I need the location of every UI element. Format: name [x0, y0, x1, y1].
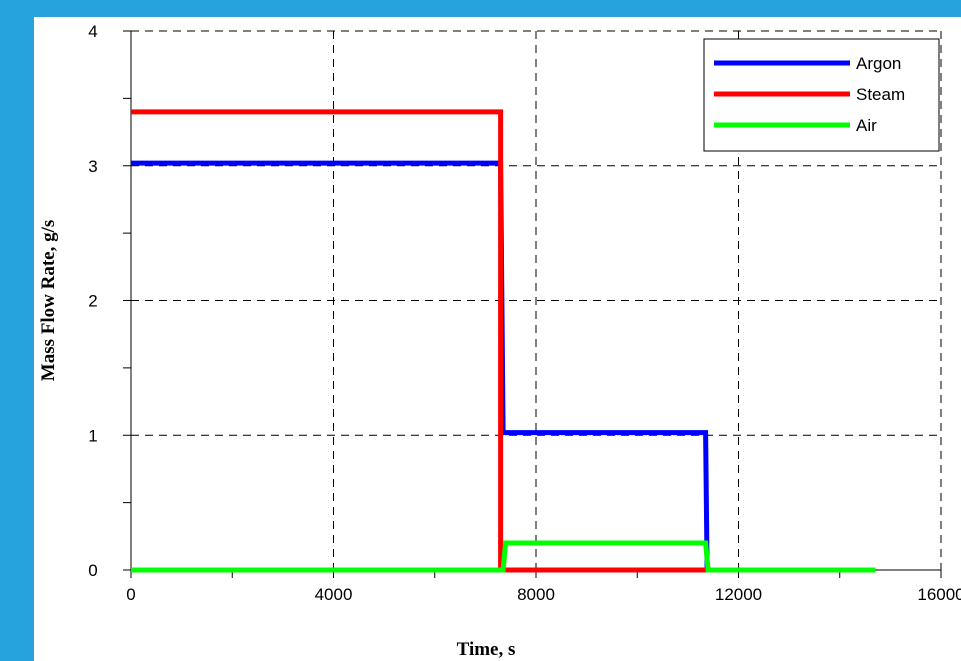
x-axis-title: Time, s [457, 639, 516, 660]
y-tick-label: 1 [88, 426, 97, 445]
y-axis-title: Mass Flow Rate, g/s [38, 220, 59, 381]
x-tick-label: 16000 [917, 585, 961, 604]
chart-panel: 0 4000 8000 12000 16000 0 1 2 3 4 Argon Steam Air T… [34, 17, 961, 661]
axis-layer: 0 4000 8000 12000 16000 0 1 2 3 4 [88, 22, 961, 604]
legend-label-argon: Argon [856, 54, 901, 73]
legend: Argon Steam Air [703, 38, 940, 152]
legend-label-air: Air [856, 116, 877, 135]
series-line-air [131, 540, 876, 573]
x-tick-label: 8000 [517, 585, 555, 604]
x-tick-label: 4000 [315, 585, 353, 604]
y-tick-label: 0 [88, 561, 97, 580]
y-tick-label: 3 [88, 157, 97, 176]
y-tick-label: 2 [88, 292, 97, 311]
legend-label-steam: Steam [856, 85, 905, 104]
series-line-steam [131, 109, 706, 573]
y-tick-label: 4 [88, 22, 97, 41]
x-tick-label: 0 [126, 585, 135, 604]
series-layer [131, 109, 876, 573]
x-tick-label: 12000 [715, 585, 762, 604]
chart-svg: 0 4000 8000 12000 16000 0 1 2 3 4 Argon Steam Air T… [38, 22, 961, 660]
